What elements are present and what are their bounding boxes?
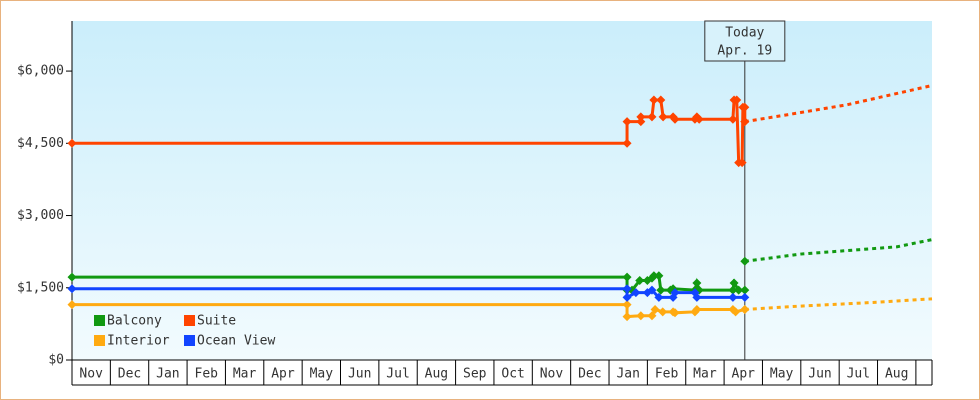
legend-swatch (184, 335, 195, 346)
point-marker (622, 138, 632, 148)
point-marker (670, 308, 680, 318)
point-marker (649, 271, 659, 281)
point-marker (647, 112, 657, 122)
point-marker (692, 278, 702, 288)
point-marker (67, 300, 77, 310)
point-marker (732, 95, 742, 105)
legend-swatch (94, 315, 105, 326)
point-marker (67, 272, 77, 282)
point-marker (636, 117, 646, 127)
point-marker (728, 114, 738, 124)
point-marker (636, 311, 646, 321)
forecast-line (744, 238, 933, 263)
x-tick-label: Feb (655, 367, 679, 382)
forecast-line (744, 84, 933, 124)
point-marker (731, 307, 741, 317)
point-marker (67, 284, 77, 294)
point-marker (649, 95, 659, 105)
point-marker (656, 285, 666, 295)
legend-swatch (184, 315, 195, 326)
point-marker (728, 292, 738, 302)
point-marker (694, 114, 704, 124)
x-tick-label: Dec (118, 367, 141, 382)
x-tick-label: Apr (271, 367, 295, 382)
point-marker (656, 95, 666, 105)
point-marker (692, 304, 702, 314)
point-marker (658, 307, 668, 317)
x-tick-label: Aug (425, 367, 448, 382)
x-tick-label: Jun (348, 367, 371, 382)
x-tick-label: Jul (386, 367, 409, 382)
legend-label: Ocean View (197, 334, 275, 349)
x-tick-label: Sep (463, 367, 487, 382)
x-tick-label: Jun (808, 367, 831, 382)
x-tick-label: Mar (233, 367, 257, 382)
x-tick-label: May (770, 367, 794, 382)
point-marker (740, 102, 750, 112)
point-marker (740, 304, 750, 314)
y-tick-label: $6,000 (17, 64, 64, 79)
point-marker (740, 285, 750, 295)
point-marker (692, 292, 702, 302)
point-marker (670, 114, 680, 124)
point-marker (729, 278, 739, 288)
point-marker (728, 285, 738, 295)
point-marker (740, 292, 750, 302)
point-marker (622, 300, 632, 310)
legend-label: Interior (107, 334, 170, 349)
point-marker (647, 311, 657, 321)
y-tick-label: $0 (48, 353, 64, 368)
point-marker (647, 285, 657, 295)
point-marker (622, 312, 632, 322)
point-marker (670, 288, 680, 298)
point-marker (658, 112, 668, 122)
point-marker (636, 112, 646, 122)
point-marker (740, 117, 750, 127)
x-tick-label: Mar (693, 367, 717, 382)
point-marker (734, 285, 744, 295)
x-tick-label: May (310, 367, 334, 382)
point-marker (650, 304, 660, 314)
point-marker (740, 256, 750, 266)
point-marker (622, 292, 632, 302)
y-tick-label: $4,500 (17, 136, 64, 151)
x-tick-label: Jul (847, 367, 870, 382)
plot-background (72, 21, 932, 360)
point-marker (622, 272, 632, 282)
point-marker (635, 276, 645, 286)
forecast-line (744, 297, 933, 311)
x-tick-label: Dec (578, 367, 601, 382)
x-tick-label: Nov (540, 367, 564, 382)
x-tick-label: Apr (732, 367, 756, 382)
legend-swatch (94, 335, 105, 346)
y-tick-label: $3,000 (17, 208, 64, 223)
x-tick-label: Feb (195, 367, 219, 382)
legend-label: Balcony (107, 314, 162, 329)
x-tick-label: Nov (79, 367, 103, 382)
point-marker (631, 288, 641, 298)
today-label: Today (725, 26, 764, 41)
today-box (704, 20, 786, 62)
legend-label: Suite (197, 314, 236, 329)
point-marker (67, 138, 77, 148)
y-tick-label: $1,500 (17, 280, 64, 295)
point-marker (654, 292, 664, 302)
x-tick-label: Jan (616, 367, 639, 382)
x-tick-label: Aug (885, 367, 908, 382)
point-marker (622, 117, 632, 127)
x-tick-label: Jan (156, 367, 179, 382)
point-marker (622, 284, 632, 294)
x-tick-label: Oct (501, 367, 524, 382)
point-marker (737, 158, 747, 168)
point-marker (654, 271, 664, 281)
today-label: Apr. 19 (717, 44, 772, 59)
